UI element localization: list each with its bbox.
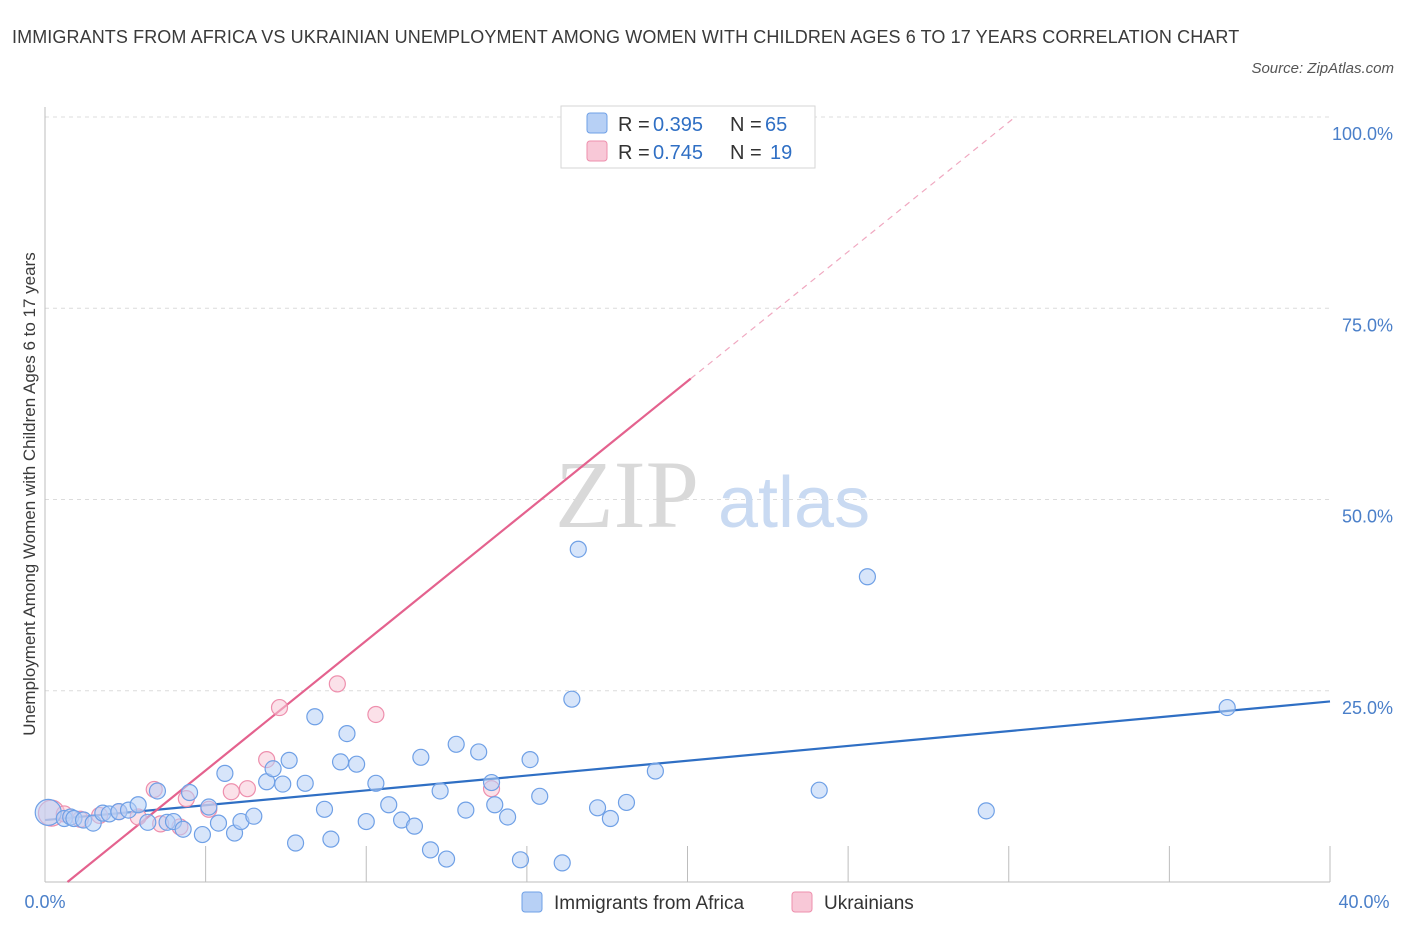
series-legend: Immigrants from Africa Ukrainians: [521, 891, 914, 914]
ukrainians-point-12: [238, 780, 256, 798]
legend-n-label-africa: N =: [730, 114, 762, 136]
africa-point-28: [286, 834, 305, 852]
africa-point-33: [331, 753, 350, 771]
ukrainians-point-16: [367, 705, 385, 724]
africa-point-37: [367, 774, 385, 792]
legend-n-label-ukrainians: N =: [730, 142, 762, 164]
africa-point-40: [405, 817, 424, 835]
africa-point-12: [148, 782, 167, 800]
africa-point-54: [553, 854, 571, 872]
legend-n-value-ukrainians: 19: [770, 142, 792, 164]
legend-swatch-ukrainians: [586, 140, 608, 162]
ukrainians-point-11: [222, 783, 240, 801]
africa-points: [34, 540, 1236, 872]
gridlines: [45, 116, 1330, 692]
africa-point-63: [977, 802, 995, 820]
legend-n-value-africa: 65: [765, 114, 787, 136]
x-tick-label-min: 0.0%: [24, 892, 65, 912]
africa-point-19: [209, 814, 228, 832]
ukrainians-point-14: [270, 698, 289, 717]
africa-point-59: [617, 793, 636, 812]
africa-point-50: [499, 808, 517, 826]
africa-point-48: [482, 773, 501, 792]
watermark-zip: ZIP: [555, 441, 699, 548]
africa-point-55: [563, 690, 581, 708]
ukrainians-points: [37, 108, 623, 836]
africa-point-20: [216, 764, 234, 782]
africa-point-38: [380, 796, 398, 814]
trend-line-ukrainians: [66, 377, 692, 883]
trend-line-africa: [44, 700, 1331, 822]
africa-point-45: [447, 735, 465, 753]
africa-point-31: [315, 800, 334, 818]
africa-point-52: [521, 750, 539, 769]
series-legend-swatch-africa: [521, 891, 543, 913]
legend-r-value-africa: 0.395: [653, 114, 703, 136]
y-axis-label: Unemployment Among Women with Children A…: [20, 252, 39, 736]
africa-point-36: [357, 812, 375, 831]
watermark-atlas: atlas: [718, 463, 870, 543]
africa-point-42: [421, 841, 440, 859]
legend-r-label-africa: R =: [618, 114, 650, 136]
y-tick-label-25: 25.0%: [1342, 698, 1393, 718]
africa-point-62: [858, 568, 877, 586]
source-text: Source: ZipAtlas.com: [1251, 60, 1394, 77]
legend-swatch-africa: [586, 112, 608, 134]
legend-r-value-ukrainians: 0.745: [653, 142, 703, 164]
correlation-legend: R = 0.395 N = 65 R = 0.745 N = 19: [560, 105, 816, 169]
africa-point-61: [810, 781, 828, 799]
africa-point-60: [646, 762, 664, 780]
africa-point-25: [264, 760, 282, 778]
africa-point-43: [431, 782, 449, 800]
x-tick-label-max: 40.0%: [1338, 892, 1389, 912]
trend-line-extension-ukrainians: [690, 116, 1016, 380]
x-ticks: [205, 846, 1331, 882]
y-tick-label-75: 75.0%: [1342, 315, 1393, 335]
africa-point-18: [200, 798, 218, 816]
africa-point-10: [129, 796, 147, 814]
africa-point-32: [322, 830, 340, 848]
africa-point-34: [338, 724, 356, 743]
africa-point-27: [280, 751, 298, 769]
africa-point-26: [274, 775, 292, 793]
chart-title: IMMIGRANTS FROM AFRICA VS UKRAINIAN UNEM…: [12, 27, 1240, 47]
africa-point-58: [601, 809, 620, 828]
africa-point-53: [531, 787, 549, 805]
africa-point-47: [470, 743, 488, 761]
africa-point-23: [245, 807, 263, 825]
africa-point-51: [511, 851, 530, 869]
series-legend-label-ukrainians: Ukrainians: [824, 893, 914, 914]
africa-point-29: [296, 774, 314, 792]
africa-point-30: [306, 708, 324, 726]
y-tick-labels: 100.0% 75.0% 50.0% 25.0%: [1332, 124, 1393, 718]
y-tick-label-100: 100.0%: [1332, 124, 1393, 144]
trend-lines: [44, 116, 1331, 883]
legend-r-label-ukrainians: R =: [618, 142, 650, 164]
africa-point-15: [174, 820, 192, 838]
series-legend-label-africa: Immigrants from Africa: [554, 893, 744, 914]
africa-point-57: [588, 799, 607, 817]
africa-point-44: [437, 850, 456, 868]
y-tick-label-50: 50.0%: [1342, 507, 1393, 527]
africa-point-46: [457, 801, 475, 819]
africa-point-49: [486, 796, 504, 814]
africa-point-56: [569, 540, 587, 558]
watermark: ZIP atlas: [555, 441, 870, 548]
ukrainians-point-15: [328, 675, 346, 693]
africa-point-11: [139, 813, 157, 831]
africa-point-35: [348, 755, 366, 773]
africa-point-16: [180, 783, 199, 802]
africa-point-64: [1218, 698, 1236, 717]
series-legend-swatch-ukrainians: [791, 891, 813, 913]
africa-point-41: [412, 748, 430, 766]
africa-point-17: [193, 825, 212, 844]
